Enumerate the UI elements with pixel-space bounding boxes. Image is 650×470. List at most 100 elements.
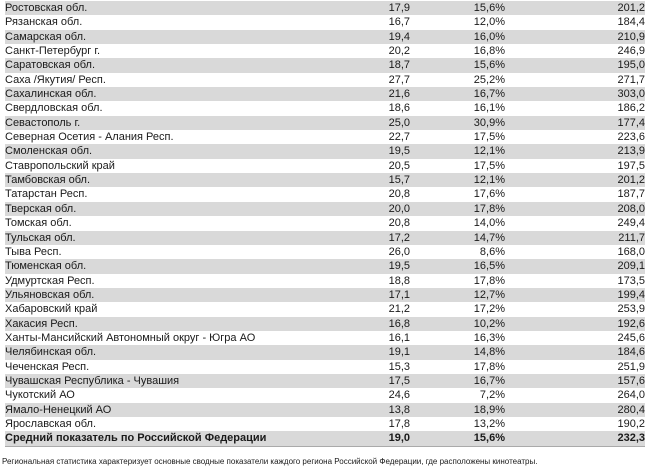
- value-1-cell: 20,0: [350, 201, 410, 217]
- total-row-label: Средний показатель по Российской Федерац…: [5, 431, 350, 447]
- region-name-cell: Татарстан Респ.: [5, 188, 88, 201]
- value-2-pct-cell: 17,5%: [473, 159, 505, 172]
- region-name-cell: Хакасия Респ.: [5, 316, 350, 331]
- region-name-cell: Сахалинская обл.: [5, 87, 350, 102]
- region-name-cell: Самарская обл.: [5, 29, 350, 45]
- table-row: Тульская обл. 17,2 14,7% 211,7: [5, 230, 645, 245]
- region-name-cell: Ростовская обл.: [5, 1, 350, 16]
- value-1-cell: 18,8: [388, 274, 410, 287]
- value-2-pct-cell: 14,0%: [473, 217, 505, 230]
- value-3-cell: 264,0: [617, 389, 645, 402]
- value-1-cell: 20,5: [388, 159, 410, 172]
- value-2-pct-cell: 25,2%: [473, 73, 505, 86]
- region-name-cell: Ярославская обл.: [5, 417, 97, 430]
- value-3-cell: 197,5: [617, 159, 645, 172]
- value-3-cell: 280,4: [505, 402, 645, 417]
- value-2-pct-cell: 18,9%: [410, 402, 505, 417]
- value-1-cell: 19,5: [350, 144, 410, 159]
- total-row-value-3: 232,3: [505, 431, 645, 447]
- value-2-pct-cell: 17,8%: [410, 201, 505, 217]
- region-name-cell: Смоленская обл.: [5, 144, 350, 159]
- table-row: Саратовская обл. 18,7 15,6% 195,0: [5, 58, 645, 73]
- value-1-cell: 16,1: [388, 331, 410, 344]
- value-3-cell: 157,6: [505, 373, 645, 389]
- value-1-cell: 18,6: [388, 102, 410, 115]
- value-3-cell: 186,2: [617, 102, 645, 115]
- value-2-pct-cell: 17,8%: [473, 274, 505, 287]
- region-name-cell: Ставропольский край: [5, 159, 115, 172]
- table-total-row: Средний показатель по Российской Федерац…: [5, 431, 645, 447]
- value-1-cell: 20,2: [388, 45, 410, 58]
- value-3-cell: 187,7: [617, 188, 645, 201]
- table-row: Тамбовская обл. 15,7 12,1% 201,2: [5, 173, 645, 188]
- value-1-cell: 16,7: [388, 16, 410, 29]
- value-2-pct-cell: 13,2%: [473, 417, 505, 430]
- table-row: Удмуртская Респ. 18,8 17,8% 173,5: [5, 274, 645, 288]
- value-3-cell: 168,0: [617, 245, 645, 258]
- table-row: Смоленская обл. 19,5 12,1% 213,9: [5, 144, 645, 159]
- value-3-cell: 190,2: [617, 417, 645, 430]
- value-2-pct-cell: 14,8%: [410, 345, 505, 360]
- value-2-pct-cell: 12,7%: [410, 287, 505, 303]
- region-name-cell: Северная Осетия - Алания Респ.: [5, 131, 174, 144]
- value-2-pct-cell: 30,9%: [410, 115, 505, 131]
- value-1-cell: 15,3: [388, 360, 410, 373]
- value-1-cell: 19,5: [350, 259, 410, 274]
- value-2-pct-cell: 12,1%: [410, 173, 505, 188]
- value-2-pct-cell: 17,5%: [473, 131, 505, 144]
- table-row: Санкт-Петербург г. 20,2 16,8% 246,9: [5, 44, 645, 58]
- value-3-cell: 209,1: [505, 259, 645, 274]
- region-name-cell: Ханты-Мансийский Автономный округ - Югра…: [5, 331, 256, 344]
- value-2-pct-cell: 10,2%: [410, 316, 505, 331]
- table-row: Ставропольский край 20,5 17,5% 197,5: [5, 159, 645, 173]
- value-3-cell: 303,0: [505, 87, 645, 102]
- value-2-pct-cell: 8,6%: [479, 245, 505, 258]
- value-2-pct-cell: 17,2%: [473, 303, 505, 316]
- region-name-cell: Тыва Респ.: [5, 245, 62, 258]
- region-name-cell: Тверская обл.: [5, 201, 350, 217]
- value-3-cell: 211,7: [505, 230, 645, 245]
- value-3-cell: 253,9: [617, 303, 645, 316]
- region-name-cell: Челябинская обл.: [5, 345, 350, 360]
- value-2-pct-cell: 17,6%: [473, 188, 505, 201]
- value-1-cell: 18,7: [350, 58, 410, 73]
- region-name-cell: Удмуртская Респ.: [5, 274, 95, 287]
- table-row: Чувашская Республика - Чувашия 17,5 16,7…: [5, 373, 645, 389]
- table-row: Ростовская обл. 17,9 15,6% 201,2: [5, 1, 645, 16]
- table-row: Томская обл. 20,8 14,0% 249,4: [5, 216, 645, 230]
- table-row: Тверская обл. 20,0 17,8% 208,0: [5, 201, 645, 217]
- total-row-value-2: 15,6%: [410, 431, 505, 447]
- value-2-pct-cell: 16,7%: [410, 373, 505, 389]
- table-row: Чеченская Респ. 15,3 17,8% 251,9: [5, 360, 645, 374]
- table-row: Татарстан Респ. 20,8 17,6% 187,7: [5, 187, 645, 201]
- value-3-cell: 195,0: [505, 58, 645, 73]
- value-3-cell: 246,9: [617, 45, 645, 58]
- value-3-cell: 173,5: [617, 274, 645, 287]
- region-name-cell: Саратовская обл.: [5, 58, 350, 73]
- table-row: Хабаровский край 21,2 17,2% 253,9: [5, 302, 645, 316]
- value-3-cell: 245,6: [617, 331, 645, 344]
- value-1-cell: 19,4: [350, 29, 410, 45]
- value-1-cell: 17,9: [350, 1, 410, 16]
- value-1-cell: 19,1: [350, 345, 410, 360]
- total-row-value-1: 19,0: [350, 431, 410, 447]
- table-row: Чукотский АО 24,6 7,2% 264,0: [5, 388, 645, 402]
- value-1-cell: 15,7: [350, 173, 410, 188]
- region-name-cell: Чувашская Республика - Чувашия: [5, 373, 350, 389]
- table-row: Тюменская обл. 19,5 16,5% 209,1: [5, 259, 645, 274]
- table-row: Ульяновская обл. 17,1 12,7% 199,4: [5, 287, 645, 303]
- value-1-cell: 20,8: [388, 217, 410, 230]
- table-row: Свердловская обл. 18,6 16,1% 186,2: [5, 101, 645, 115]
- value-2-pct-cell: 12,0%: [473, 16, 505, 29]
- region-name-cell: Ульяновская обл.: [5, 287, 350, 303]
- table-row: Северная Осетия - Алания Респ. 22,7 17,5…: [5, 130, 645, 144]
- value-3-cell: 201,2: [505, 173, 645, 188]
- region-name-cell: Тамбовская обл.: [5, 173, 350, 188]
- region-name-cell: Санкт-Петербург г.: [5, 45, 101, 58]
- value-3-cell: 192,6: [505, 316, 645, 331]
- table-row: Саха /Якутия/ Респ. 27,7 25,2% 271,7: [5, 73, 645, 87]
- value-1-cell: 21,2: [388, 303, 410, 316]
- value-2-pct-cell: 16,5%: [410, 259, 505, 274]
- region-name-cell: Рязанская обл.: [5, 16, 83, 29]
- region-name-cell: Тульская обл.: [5, 230, 350, 245]
